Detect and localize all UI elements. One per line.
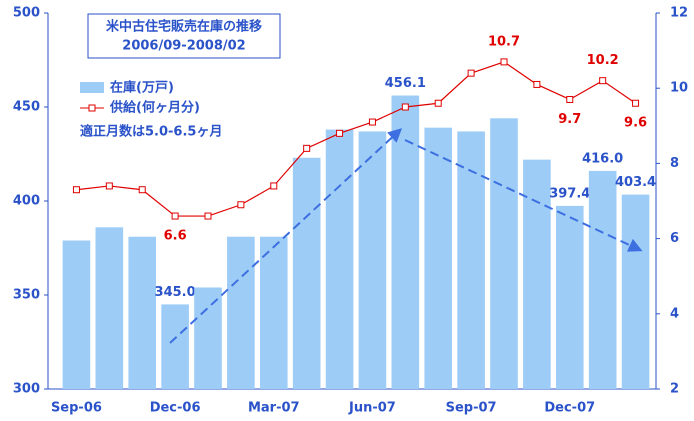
bar xyxy=(490,118,518,389)
bar-value-label: 403.4 xyxy=(615,175,656,190)
line-marker xyxy=(171,212,179,220)
line-marker xyxy=(401,103,409,111)
bar-value-label: 416.0 xyxy=(582,151,623,166)
x-tick-label: Jun-07 xyxy=(348,401,396,416)
line xyxy=(76,61,636,217)
x-tick-label: Sep-07 xyxy=(446,401,497,416)
y2-tick-label: 8 xyxy=(670,156,679,171)
line-marker xyxy=(105,182,113,190)
chart-subtitle: 2006/09-2008/02 xyxy=(122,39,245,54)
line-value-label: 6.6 xyxy=(164,229,187,244)
bar xyxy=(62,240,91,389)
title-box xyxy=(87,13,281,59)
line-marker xyxy=(303,144,311,152)
line-marker xyxy=(237,201,245,209)
bar xyxy=(95,227,124,389)
bar xyxy=(588,170,617,389)
legend-label: 在庫(万戸) xyxy=(110,80,174,96)
x-tick-label: Dec-07 xyxy=(544,401,595,416)
line-marker xyxy=(368,118,376,126)
bar xyxy=(128,236,157,389)
line-value-label: 10.7 xyxy=(488,34,520,49)
line-value-label: 9.7 xyxy=(558,112,581,127)
line-marker xyxy=(434,99,442,107)
y2-tick-label: 4 xyxy=(670,306,679,321)
line-marker xyxy=(336,129,344,137)
bar-value-label: 345.0 xyxy=(155,285,196,300)
bar xyxy=(621,194,650,389)
bar xyxy=(523,159,551,389)
y2-tick-label: 6 xyxy=(670,231,679,246)
line-marker xyxy=(599,77,607,85)
bar xyxy=(259,236,288,389)
bar xyxy=(358,131,387,389)
y2-tick-label: 10 xyxy=(670,81,688,96)
line-marker xyxy=(533,80,541,88)
bar xyxy=(161,304,189,389)
y-tick-label: 400 xyxy=(13,194,40,209)
trend-arrow xyxy=(169,128,403,344)
line-marker xyxy=(467,69,475,77)
legend-swatch xyxy=(80,82,104,93)
bar xyxy=(292,157,321,389)
line-marker xyxy=(632,99,640,107)
legend-label: 供給(何ヶ月分) xyxy=(109,100,200,116)
y-tick-label: 450 xyxy=(13,100,40,115)
legend-marker xyxy=(88,104,96,112)
y2-tick-label: 2 xyxy=(670,382,679,397)
line-marker xyxy=(72,186,80,194)
bar xyxy=(457,131,485,389)
bar xyxy=(391,95,420,390)
bar xyxy=(194,287,222,389)
line-value-label: 9.6 xyxy=(624,116,647,131)
x-tick-label: Mar-07 xyxy=(248,401,300,416)
bar xyxy=(227,236,255,389)
y2-tick-label: 12 xyxy=(670,6,688,21)
line-marker xyxy=(138,186,146,194)
bar-value-label: 456.1 xyxy=(385,76,426,91)
bar xyxy=(555,205,584,389)
trend-arrow xyxy=(404,139,643,252)
line-value-label: 10.2 xyxy=(587,53,619,68)
line-marker xyxy=(566,95,574,103)
x-tick-label: Dec-06 xyxy=(150,401,201,416)
y-tick-label: 300 xyxy=(13,382,40,397)
bar xyxy=(424,127,453,390)
y-tick-label: 350 xyxy=(13,288,40,303)
y-tick-label: 500 xyxy=(13,6,40,21)
line-marker xyxy=(270,182,278,190)
chart-title: 米中古住宅販売在庫の推移 xyxy=(106,19,262,35)
bar xyxy=(325,129,354,389)
line-marker xyxy=(500,58,508,66)
annotation: 適正月数は5.0-6.5ヶ月 xyxy=(80,124,222,140)
line-marker xyxy=(204,212,212,220)
x-tick-label: Sep-06 xyxy=(51,401,102,416)
bar-value-label: 397.4 xyxy=(549,186,590,201)
